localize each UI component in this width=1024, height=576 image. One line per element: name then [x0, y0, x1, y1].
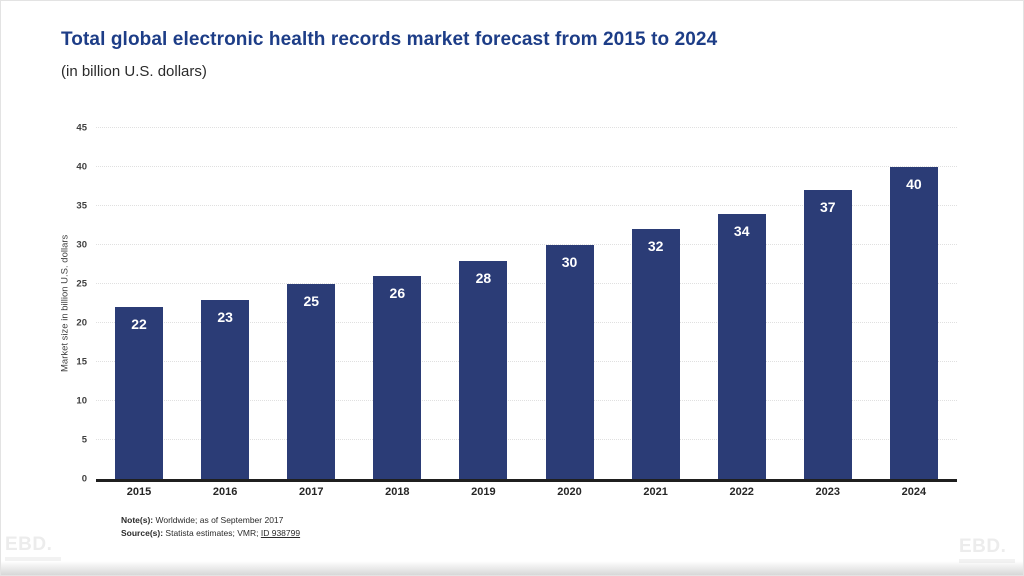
watermark-left: EBD.: [5, 535, 61, 561]
gridline: [96, 322, 957, 324]
bar-value-label: 37: [820, 199, 836, 216]
gridline: [96, 205, 957, 206]
gridline: [96, 361, 957, 362]
bar-slot: 23: [182, 128, 268, 479]
y-tick-label: 0: [81, 473, 87, 485]
source-text: Statista estimates; VMR;: [165, 528, 259, 538]
bar-value-label: 26: [389, 285, 406, 302]
source-label: Source(s):: [121, 528, 164, 538]
x-axis-labels: 2015 2016 2017 2018 2019 2020 2021 2022 2023 2024: [96, 486, 957, 498]
y-tick-label: 15: [76, 356, 87, 368]
bar-2024: 40: [889, 167, 938, 479]
bars-row: 22 23 25 26 28 30 32 34 37 40: [96, 128, 957, 479]
bar-slot: 28: [440, 128, 526, 479]
bar-2015: 22: [115, 307, 164, 479]
watermark-right: EBD.: [959, 537, 1015, 563]
bottom-shade: [1, 561, 1023, 575]
y-tick-label: 5: [81, 434, 87, 446]
x-tick-label: 2020: [557, 486, 582, 498]
bar-2019: 28: [459, 260, 508, 479]
bar-value-label: 34: [733, 222, 750, 239]
bar-value-label: 30: [561, 254, 578, 270]
x-tick-label: 2017: [298, 486, 324, 498]
bar-2017: 25: [287, 284, 336, 479]
y-tick-label: 45: [76, 122, 87, 134]
bar-slot: 25: [268, 128, 354, 479]
x-tick-label: 2022: [729, 486, 754, 498]
bar-value-label: 40: [906, 176, 922, 193]
bar-value-label: 32: [647, 238, 664, 255]
x-tick-label: 2021: [643, 486, 668, 498]
x-tick-label: 2018: [385, 486, 410, 498]
x-tick-label: 2015: [126, 486, 152, 498]
y-tick-label: 40: [76, 161, 87, 173]
watermark-text: EBD.: [5, 534, 53, 555]
x-tick-label: 2019: [471, 486, 496, 498]
watermark-tagline: [5, 557, 61, 561]
gridline: [96, 439, 957, 441]
bar-slot: 26: [354, 128, 440, 479]
x-tick-label: 2023: [815, 486, 841, 498]
bar-2018: 26: [373, 276, 422, 479]
notes-block: Note(s): Worldwide; as of September 2017…: [121, 514, 300, 540]
bar-2023: 37: [803, 190, 852, 479]
bar-value-label: 23: [217, 308, 233, 325]
note-label: Note(s):: [121, 515, 154, 525]
y-tick-label: 25: [76, 278, 87, 290]
bar-slot: 34: [699, 128, 785, 479]
y-tick-label: 30: [76, 239, 87, 251]
bar-slot: 22: [96, 128, 182, 479]
gridline: [96, 166, 957, 168]
bar-slot: 40: [871, 128, 957, 479]
y-axis-title: Market size in billion U.S. dollars: [59, 234, 71, 373]
bar-slot: 32: [613, 128, 699, 479]
gridline: [96, 283, 957, 284]
page-title: Total global electronic health records m…: [61, 29, 718, 50]
y-tick-label: 20: [76, 317, 87, 329]
bar-2021: 32: [631, 229, 680, 479]
statista-id-link[interactable]: ID 938799: [260, 528, 301, 538]
bar-value-label: 28: [475, 269, 492, 286]
bar-2022: 34: [717, 213, 766, 479]
y-tick-label: 10: [76, 395, 87, 407]
source-line: Source(s): Statista estimates; VMR; ID 9…: [121, 527, 300, 540]
x-tick-label: 2024: [901, 486, 927, 498]
y-tick-label: 35: [76, 200, 87, 212]
bar-2020: 30: [545, 245, 594, 479]
note-text: Worldwide; as of September 2017: [155, 515, 284, 525]
bar-slot: 30: [526, 128, 612, 479]
page-subtitle: (in billion U.S. dollars): [61, 63, 207, 80]
gridline: [96, 127, 957, 128]
bar-value-label: 22: [131, 316, 147, 333]
watermark-text: EBD.: [959, 536, 1007, 557]
gridline: [96, 400, 957, 402]
plot-area: 0 5 10 15 20 25 30 35 40 45 22 23 25 26 28 30 32 34 37 40: [76, 123, 957, 485]
x-tick-label: 2016: [212, 486, 238, 498]
bar-slot: 37: [785, 128, 871, 479]
note-line: Note(s): Worldwide; as of September 2017: [121, 514, 300, 527]
bar-2016: 23: [201, 299, 250, 479]
gridline: [96, 244, 957, 245]
bar-value-label: 25: [303, 293, 320, 309]
